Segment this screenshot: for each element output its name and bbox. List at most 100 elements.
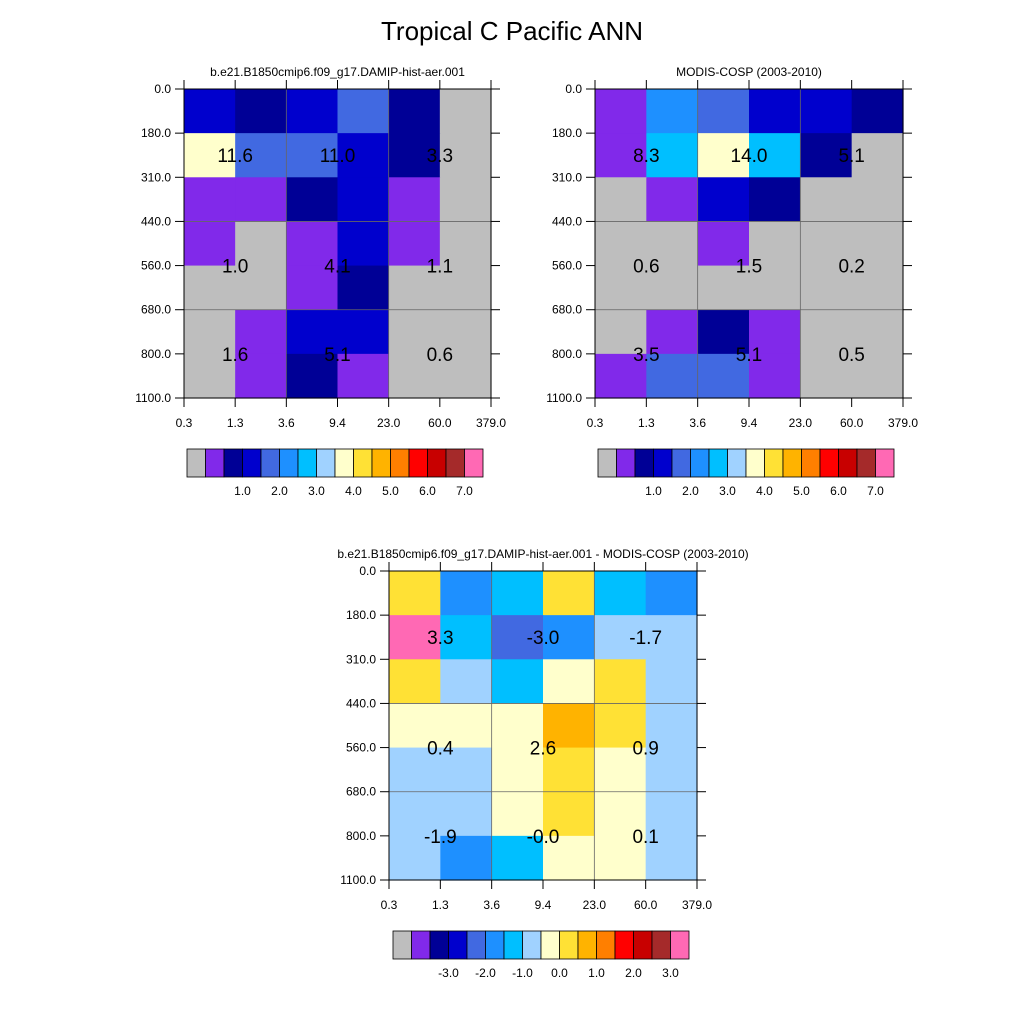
- colorbar-label: 7.0: [867, 484, 884, 498]
- heatmap-cell: [235, 177, 287, 223]
- heatmap-cell: [749, 133, 801, 178]
- heatmap-cell: [440, 835, 493, 881]
- heatmap-cell: [388, 353, 441, 399]
- data-label: 0.2: [838, 257, 864, 278]
- heatmap-cell: [235, 265, 287, 311]
- colorbar-label: -1.0: [512, 966, 533, 980]
- heatmap-cell: [594, 571, 647, 616]
- data-label: 5.1: [324, 345, 350, 366]
- heatmap-cell: [235, 89, 287, 134]
- heatmap-cell: [439, 89, 492, 134]
- heatmap-cell: [235, 221, 287, 267]
- heatmap-cell: [439, 133, 492, 178]
- colorbar-swatch: [429, 930, 449, 960]
- heatmap-cell: [184, 353, 236, 399]
- x-tick-label: 0.3: [176, 416, 193, 430]
- heatmap-cell: [800, 309, 853, 355]
- heatmap-cell: [388, 89, 441, 134]
- data-label: -0.0: [527, 827, 560, 848]
- heatmap-cell: [595, 353, 647, 399]
- colorbar-swatch: [577, 930, 597, 960]
- heatmap-cell: [286, 265, 339, 311]
- heatmap-cell: [697, 221, 750, 267]
- data-label: -3.0: [527, 628, 560, 649]
- y-tick-label: 1100.0: [135, 391, 171, 405]
- heatmap-cell: [645, 791, 698, 837]
- heatmap-cell: [388, 177, 441, 223]
- heatmap-cell: [800, 177, 853, 223]
- colorbar-swatch: [633, 930, 653, 960]
- x-tick-label: 1.3: [432, 898, 449, 912]
- heatmap-cell: [389, 571, 441, 616]
- panel-title: b.e21.B1850cmip6.f09_g17.DAMIP-hist-aer.…: [210, 65, 465, 79]
- heatmap-cell: [645, 659, 698, 705]
- data-label: 5.1: [838, 146, 864, 167]
- heatmap-cell: [595, 89, 647, 134]
- heatmap-cell: [851, 265, 904, 311]
- heatmap-cell: [440, 791, 493, 837]
- heatmap-cell: [286, 89, 339, 134]
- colorbar-swatch: [614, 930, 634, 960]
- x-tick-label: 23.0: [583, 898, 607, 912]
- heatmap-cell: [286, 309, 339, 355]
- data-label: 3.3: [427, 628, 453, 649]
- heatmap-cell: [440, 615, 493, 660]
- colorbar-label: -3.0: [438, 966, 459, 980]
- heatmap-cell: [184, 89, 236, 134]
- heatmap-cell: [184, 133, 236, 178]
- heatmap-cell: [851, 353, 904, 399]
- heatmap-cell: [491, 703, 544, 749]
- colorbar-label: 4.0: [345, 484, 362, 498]
- colorbar-label: -2.0: [475, 966, 496, 980]
- heatmap-cell: [388, 221, 441, 267]
- heatmap-cell: [337, 221, 390, 267]
- x-tick-label: 1.3: [227, 416, 244, 430]
- y-tick-label: 0.0: [154, 82, 171, 96]
- y-tick-label: 310.0: [552, 170, 582, 184]
- data-label: 3.5: [633, 345, 659, 366]
- heatmap-cell: [389, 747, 441, 793]
- heatmap-cell: [851, 133, 904, 178]
- heatmap-cell: [286, 133, 339, 178]
- data-label: 1.1: [427, 257, 453, 278]
- x-tick-label: 379.0: [476, 416, 506, 430]
- x-tick-label: 9.4: [329, 416, 346, 430]
- heatmap-cell: [286, 221, 339, 267]
- y-tick-label: 800.0: [346, 829, 376, 843]
- heatmap-cell: [851, 309, 904, 355]
- heatmap-cell: [800, 265, 853, 311]
- heatmap-cell: [440, 659, 493, 705]
- heatmap-cell: [851, 221, 904, 267]
- y-tick-label: 560.0: [346, 741, 376, 755]
- x-tick-label: 23.0: [789, 416, 813, 430]
- heatmap-cell: [337, 265, 390, 311]
- colorbar-swatch: [485, 930, 505, 960]
- heatmap-cell: [439, 265, 492, 311]
- data-label: 8.3: [633, 146, 659, 167]
- heatmap-cell: [543, 571, 595, 616]
- colorbar-label: 4.0: [756, 484, 773, 498]
- heatmap-cell: [337, 353, 390, 399]
- heatmap-cell: [439, 221, 492, 267]
- colorbar-label: 3.0: [308, 484, 325, 498]
- colorbar-label: 1.0: [588, 966, 605, 980]
- y-tick-label: 1100.0: [340, 873, 376, 887]
- y-tick-label: 800.0: [552, 347, 582, 361]
- y-tick-label: 0.0: [565, 82, 582, 96]
- x-tick-label: 9.4: [741, 416, 758, 430]
- y-tick-label: 0.0: [359, 564, 376, 578]
- y-tick-label: 680.0: [552, 303, 582, 317]
- y-tick-label: 560.0: [141, 259, 171, 273]
- y-tick-label: 440.0: [141, 214, 171, 228]
- colorbar-label: 6.0: [830, 484, 847, 498]
- colorbar-label: 1.0: [234, 484, 251, 498]
- heatmap-cell: [440, 747, 493, 793]
- y-tick-label: 680.0: [346, 785, 376, 799]
- data-label: 0.5: [838, 345, 864, 366]
- heatmap-cell: [235, 353, 287, 399]
- data-label: 0.6: [427, 345, 453, 366]
- heatmap-cell: [388, 265, 441, 311]
- heatmap-cell: [491, 835, 544, 881]
